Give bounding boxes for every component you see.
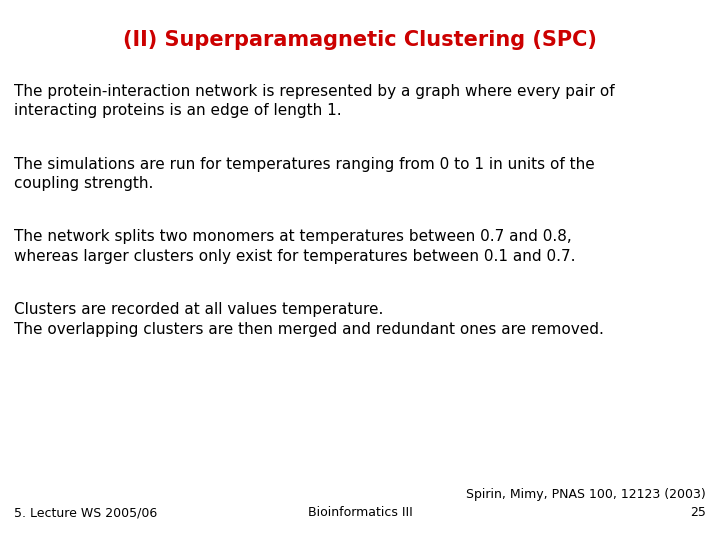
Text: Bioinformatics III: Bioinformatics III [307, 507, 413, 519]
Text: Spirin, Mimy, PNAS 100, 12123 (2003): Spirin, Mimy, PNAS 100, 12123 (2003) [466, 488, 706, 501]
Text: Clusters are recorded at all values temperature.
The overlapping clusters are th: Clusters are recorded at all values temp… [14, 302, 604, 336]
Text: 5. Lecture WS 2005/06: 5. Lecture WS 2005/06 [14, 507, 158, 519]
Text: The simulations are run for temperatures ranging from 0 to 1 in units of the
cou: The simulations are run for temperatures… [14, 157, 595, 191]
Text: 25: 25 [690, 507, 706, 519]
Text: (II) Superparamagnetic Clustering (SPC): (II) Superparamagnetic Clustering (SPC) [123, 30, 597, 50]
Text: The protein-interaction network is represented by a graph where every pair of
in: The protein-interaction network is repre… [14, 84, 615, 118]
Text: The network splits two monomers at temperatures between 0.7 and 0.8,
whereas lar: The network splits two monomers at tempe… [14, 230, 576, 264]
